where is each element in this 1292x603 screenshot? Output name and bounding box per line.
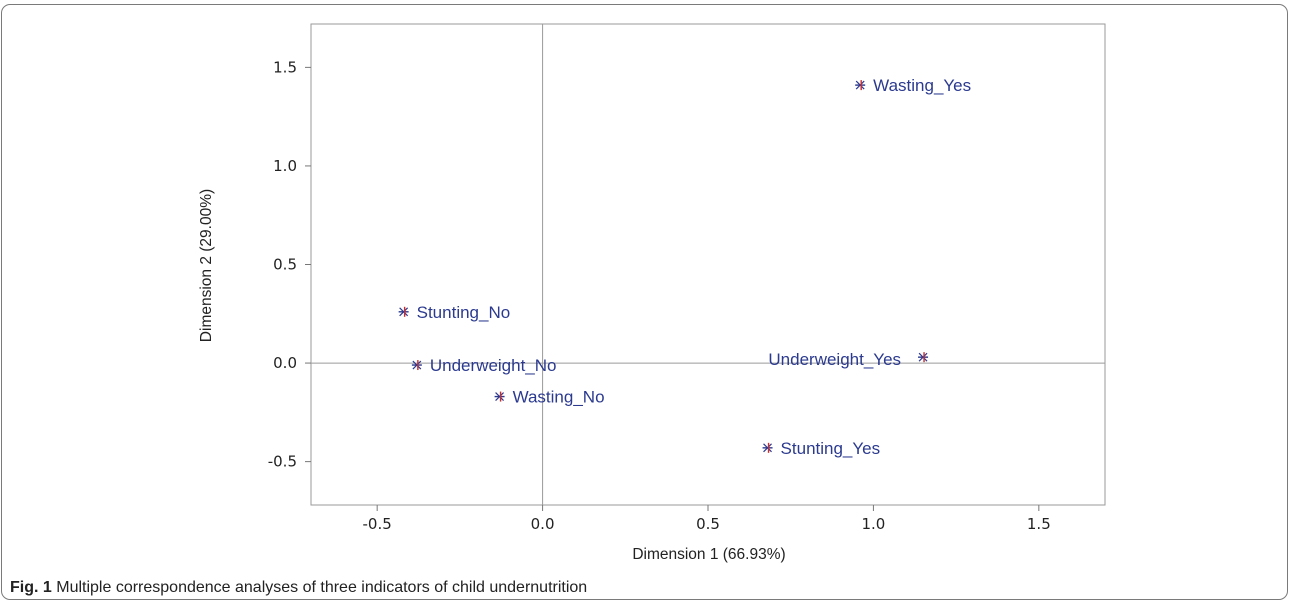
x-tick-label: 1.5 [1027,515,1051,533]
data-point: Wasting_Yes [855,76,971,95]
y-axis-label: Dimension 2 (29.00%) [198,189,215,342]
data-point: Stunting_No [398,303,511,322]
data-point-label: Stunting_No [417,303,511,322]
data-point-label: Wasting_No [513,388,605,407]
data-point: Stunting_Yes [762,439,881,458]
y-axis-ticks: 1.5 1.0 0.5 0.0 -0.5 [268,58,311,471]
reference-lines [311,24,1105,505]
figure-frame [1,4,1288,600]
y-tick-label: 0.5 [273,256,297,274]
data-point: Wasting_No [494,388,605,407]
y-tick-label: 1.5 [273,58,297,76]
data-point-label: Underweight_Yes [768,350,901,369]
data-point-label: Stunting_Yes [781,439,881,458]
figure-caption: Fig. 1 Multiple correspondence analyses … [10,579,587,597]
y-tick-label: 0.0 [273,354,297,372]
y-tick-label: -0.5 [268,453,297,471]
data-point: Underweight_Yes [768,350,929,369]
x-tick-label: 0.5 [696,515,720,533]
data-points: Wasting_Yes Stunting_No Underweight_No Unde… [398,76,971,458]
x-tick-label: -0.5 [363,515,392,533]
data-point: Underweight_No [411,356,557,375]
figure-caption-label: Fig. 1 [10,579,52,596]
data-point-label: Underweight_No [430,356,557,375]
x-tick-label: 0.0 [531,515,555,533]
x-tick-label: 1.0 [861,515,885,533]
x-axis-label: Dimension 1 (66.93%) [632,546,785,563]
data-point-label: Wasting_Yes [873,76,971,95]
x-axis-ticks: -0.5 0.0 0.5 1.0 1.5 [363,505,1051,533]
y-tick-label: 1.0 [273,157,297,175]
plot-area [310,23,1106,506]
figure-caption-text: Multiple correspondence analyses of thre… [56,579,588,596]
